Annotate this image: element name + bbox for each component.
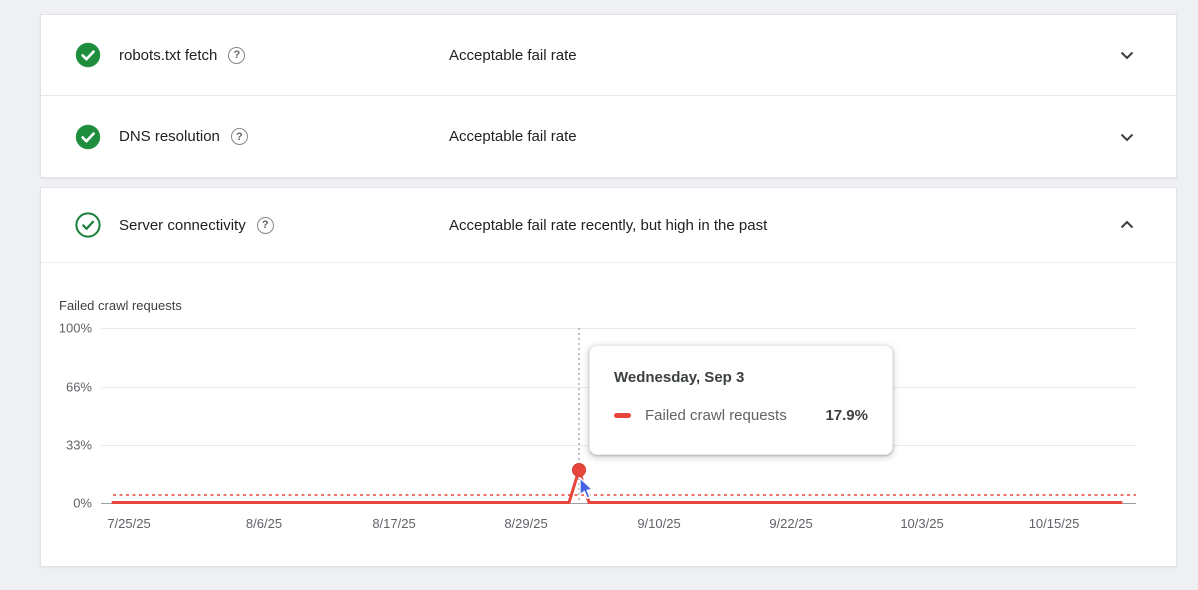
status-row-dns-resolution[interactable]: DNS resolution ? Acceptable fail rate	[41, 96, 1176, 177]
chevron-down-icon[interactable]	[1115, 125, 1139, 149]
row-status-text: Acceptable fail rate recently, but high …	[449, 216, 768, 234]
series-legend-marker-icon	[614, 413, 631, 418]
gridline-100	[101, 328, 1136, 329]
row-label-group: DNS resolution ?	[119, 128, 449, 145]
x-axis-tick: 9/10/25	[637, 516, 681, 531]
check-circle-filled-icon	[75, 124, 101, 150]
row-label-group: robots.txt fetch ?	[119, 46, 449, 64]
tooltip-series-label: Failed crawl requests	[645, 407, 787, 424]
row-label: robots.txt fetch	[119, 46, 218, 64]
help-icon[interactable]: ?	[230, 128, 248, 145]
row-label: Server connectivity	[119, 216, 246, 234]
x-axis-tick: 8/6/25	[245, 516, 283, 531]
help-icon[interactable]: ?	[256, 216, 274, 234]
status-row-server-connectivity[interactable]: Server connectivity ? Acceptable fail ra…	[41, 188, 1176, 263]
row-status-text: Acceptable fail rate	[449, 128, 577, 145]
chevron-down-icon[interactable]	[1115, 43, 1139, 67]
chart-title: Failed crawl requests	[59, 298, 182, 313]
x-axis-tick: 8/29/25	[504, 516, 548, 531]
hovered-data-point[interactable]	[572, 463, 586, 477]
check-circle-outline-icon	[75, 212, 101, 238]
check-circle-filled-icon	[75, 42, 101, 68]
x-axis-tick: 8/17/25	[372, 516, 416, 531]
y-axis-tick: 33%	[65, 437, 92, 453]
x-axis-tick: 9/22/25	[769, 516, 813, 531]
chart-canvas	[111, 328, 1136, 504]
y-axis-tick: 100%	[58, 320, 92, 336]
failed-crawl-series-line	[111, 468, 1123, 504]
failed-crawl-requests-chart: Failed crawl requests 100% 66% 33% 0%	[41, 263, 1176, 567]
status-row-robots-txt[interactable]: robots.txt fetch ? Acceptable fail rate	[41, 15, 1176, 96]
y-axis-tick: 66%	[65, 379, 92, 395]
tooltip-series-row: Failed crawl requests 17.9%	[614, 407, 868, 424]
tooltip-date-title: Wednesday, Sep 3	[614, 369, 745, 386]
row-status-text: Acceptable fail rate	[449, 46, 577, 64]
cursor-arrow-icon	[579, 477, 594, 499]
server-connectivity-card: Server connectivity ? Acceptable fail ra…	[40, 187, 1177, 567]
y-axis-tick: 0%	[73, 495, 92, 511]
tooltip-series-value: 17.9%	[825, 407, 868, 424]
x-axis-tick: 7/25/25	[107, 516, 151, 531]
chart-plot-area[interactable]: 100% 66% 33% 0% 7/25/25 8/6/25 8/17/25 8…	[59, 321, 1136, 531]
x-axis-tick: 10/3/25	[900, 516, 944, 531]
row-label-group: Server connectivity ?	[119, 216, 449, 234]
host-status-list: robots.txt fetch ? Acceptable fail rate …	[40, 14, 1177, 178]
chevron-up-icon[interactable]	[1115, 213, 1139, 237]
chart-tooltip: Wednesday, Sep 3 Failed crawl requests 1…	[589, 345, 893, 455]
row-label: DNS resolution	[119, 128, 220, 145]
x-axis-tick: 10/15/25	[1028, 516, 1080, 531]
help-icon[interactable]: ?	[228, 46, 246, 64]
